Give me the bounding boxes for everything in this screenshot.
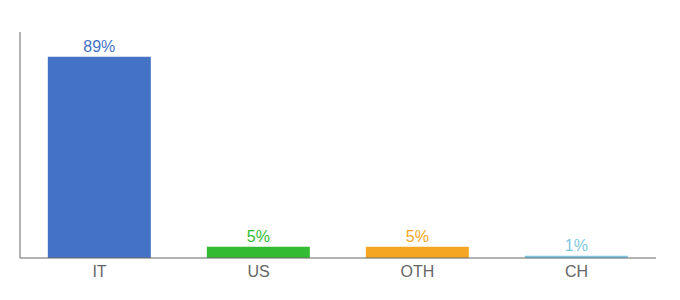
svg-text:5%: 5% — [247, 228, 270, 245]
svg-text:CH: CH — [565, 263, 588, 280]
svg-text:5%: 5% — [406, 228, 429, 245]
svg-text:1%: 1% — [565, 237, 588, 254]
svg-text:IT: IT — [92, 263, 106, 280]
svg-text:US: US — [247, 263, 269, 280]
svg-text:89%: 89% — [83, 38, 115, 55]
svg-text:OTH: OTH — [401, 263, 435, 280]
